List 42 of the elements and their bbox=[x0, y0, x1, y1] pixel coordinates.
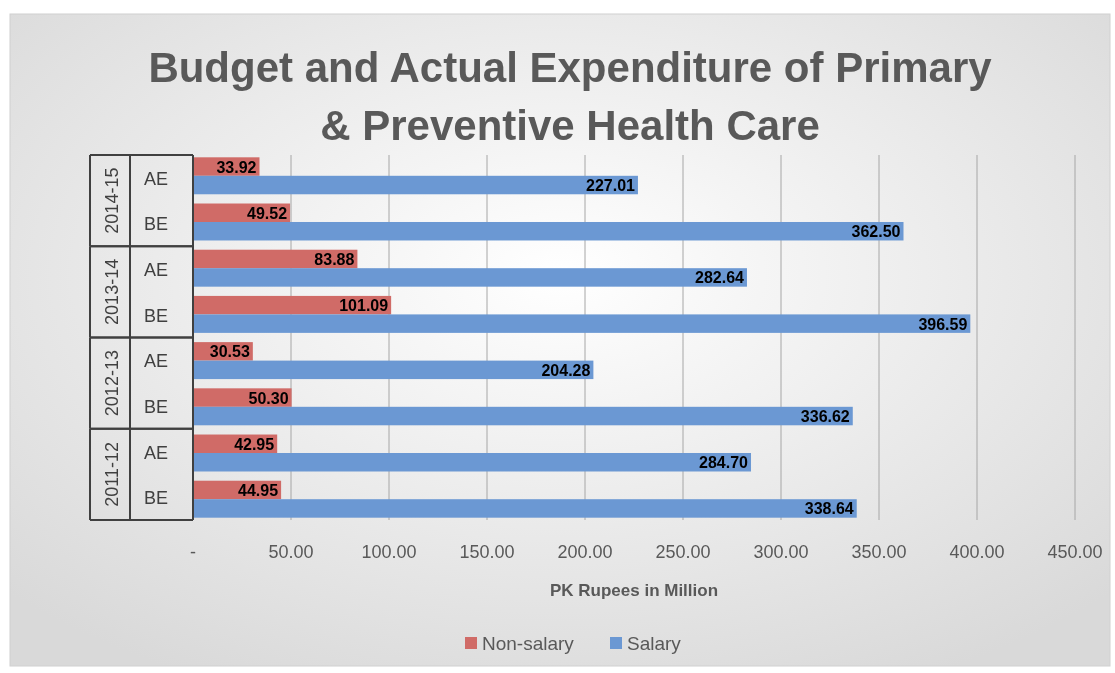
x-tick-label: - bbox=[190, 542, 196, 562]
data-label: 101.09 bbox=[339, 297, 389, 315]
y-tick-label: BE bbox=[143, 396, 169, 417]
data-label: 204.28 bbox=[541, 361, 591, 379]
data-label: 227.01 bbox=[586, 177, 636, 195]
x-axis-title: PK Rupees in Million bbox=[549, 581, 719, 600]
y-tick-label: BE bbox=[143, 488, 169, 509]
x-tick-label: 50.00 bbox=[268, 542, 314, 562]
data-label: 362.50 bbox=[851, 223, 901, 241]
data-label: 33.92 bbox=[216, 158, 257, 176]
x-tick-label: 400.00 bbox=[949, 542, 1005, 562]
data-label: 49.52 bbox=[247, 204, 288, 222]
data-label: 83.88 bbox=[314, 250, 355, 268]
text: 2012-13 bbox=[102, 350, 122, 417]
x-tick-label: 250.00 bbox=[655, 542, 711, 562]
y-tick-label: AE bbox=[143, 260, 169, 281]
x-tick-label: 150.00 bbox=[459, 542, 515, 562]
data-label: 338.64 bbox=[804, 500, 854, 518]
data-label: 284.70 bbox=[699, 454, 749, 472]
data-label: 396.59 bbox=[918, 315, 968, 333]
y-tick-label: AE bbox=[143, 442, 169, 463]
x-tick-label: 200.00 bbox=[557, 542, 613, 562]
x-tick-label: 100.00 bbox=[361, 542, 417, 562]
data-label: 50.30 bbox=[248, 389, 289, 407]
y-tick-label: BE bbox=[143, 214, 169, 235]
legend-label: Salary bbox=[627, 633, 682, 654]
x-tick-label: 350.00 bbox=[851, 542, 907, 562]
data-label: 282.64 bbox=[695, 269, 745, 287]
legend-label: Non-salary bbox=[482, 633, 575, 654]
y-tick-label: AE bbox=[143, 168, 169, 189]
text: 2013-14 bbox=[102, 258, 122, 325]
data-label: 42.95 bbox=[234, 435, 275, 453]
chart-title: Budget and Actual Expenditure of Primary & Preventive Health Care bbox=[148, 44, 993, 149]
x-tick-label: 450.00 bbox=[1047, 542, 1103, 562]
x-tick-label: 300.00 bbox=[753, 542, 809, 562]
text: 2014-15 bbox=[102, 167, 122, 234]
text: 2011-12 bbox=[102, 442, 122, 507]
data-label: 44.95 bbox=[238, 481, 279, 499]
data-label: 30.53 bbox=[209, 343, 250, 361]
data-label: 336.62 bbox=[800, 408, 850, 426]
y-tick-label: BE bbox=[143, 305, 169, 326]
y-tick-label: AE bbox=[143, 351, 169, 372]
